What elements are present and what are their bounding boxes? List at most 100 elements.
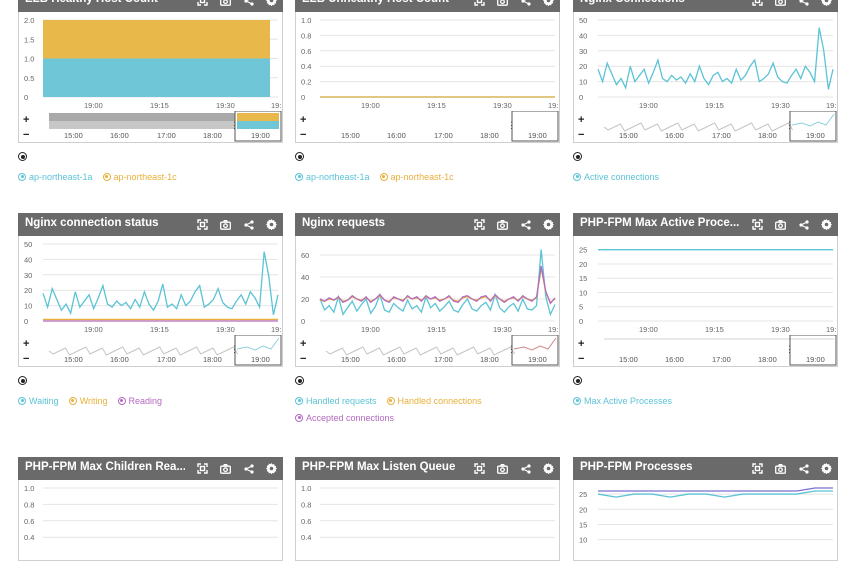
- navigator-selection-window[interactable]: [511, 110, 559, 142]
- reset-zoom-icon[interactable]: [18, 376, 27, 385]
- camera-button[interactable]: [214, 457, 237, 480]
- fullscreen-button[interactable]: [746, 457, 769, 480]
- zoom-in-button[interactable]: +: [300, 114, 306, 126]
- zoom-in-button[interactable]: +: [23, 114, 29, 126]
- share-button[interactable]: [792, 457, 815, 480]
- fullscreen-button[interactable]: [468, 213, 491, 236]
- camera-button[interactable]: [491, 457, 514, 480]
- chart-svg: 1.0 0.8 0.6 0.4: [24, 484, 278, 542]
- zoom-out-button[interactable]: −: [578, 129, 584, 141]
- camera-button[interactable]: [491, 213, 514, 236]
- share-button[interactable]: [792, 0, 815, 12]
- zoom-in-button[interactable]: +: [300, 338, 306, 350]
- y-tick-label: 0: [24, 317, 28, 326]
- y-tick-label: 1.0: [301, 484, 311, 493]
- camera-button[interactable]: [491, 0, 514, 12]
- gear-button[interactable]: [815, 0, 838, 12]
- legend-item[interactable]: Reading: [117, 396, 162, 406]
- legend-item[interactable]: Active connections: [573, 172, 659, 182]
- legend-item[interactable]: Accepted connections: [295, 413, 550, 423]
- fullscreen-button[interactable]: [468, 0, 491, 12]
- y-tick-label: 0: [301, 93, 305, 102]
- share-button[interactable]: [237, 213, 260, 236]
- legend-item[interactable]: ap-northeast-1a: [18, 172, 93, 182]
- gear-button[interactable]: [815, 457, 838, 480]
- gear-button[interactable]: [260, 0, 283, 12]
- share-button[interactable]: [514, 0, 537, 12]
- gear-button[interactable]: [260, 457, 283, 480]
- camera-button[interactable]: [769, 457, 792, 480]
- navigator-selection-window[interactable]: [789, 110, 837, 142]
- navigator-tick-label: 18:00: [758, 131, 777, 140]
- x-tick-label: 19:30: [216, 101, 235, 110]
- gear-button[interactable]: [815, 213, 838, 236]
- chart-area[interactable]: 60 40 20 0 19:00 19:15 19:30 19:: [295, 236, 560, 336]
- zoom-in-button[interactable]: +: [578, 338, 584, 350]
- legend-item[interactable]: ap-northeast-1c: [379, 172, 454, 182]
- chart-svg: 50 40 30 20 10 0 19:00 19:15 19:30 19:: [24, 240, 281, 334]
- x-tick-label: 19:15: [150, 101, 169, 110]
- legend-item[interactable]: Writing: [68, 396, 108, 406]
- navigator-tick-label: 15:00: [64, 131, 83, 140]
- fullscreen-button[interactable]: [191, 457, 214, 480]
- zoom-in-button[interactable]: +: [23, 338, 29, 350]
- y-tick-label: 50: [579, 16, 587, 25]
- y-tick-label: 10: [579, 288, 587, 297]
- camera-button[interactable]: [769, 0, 792, 12]
- gear-button[interactable]: [260, 213, 283, 236]
- zoom-out-button[interactable]: −: [23, 353, 29, 365]
- reset-zoom-icon[interactable]: [295, 152, 304, 161]
- share-button[interactable]: [792, 213, 815, 236]
- gear-button[interactable]: [537, 457, 560, 480]
- fullscreen-button[interactable]: [746, 213, 769, 236]
- camera-button[interactable]: [214, 0, 237, 12]
- fullscreen-button[interactable]: [468, 457, 491, 480]
- fullscreen-button[interactable]: [191, 213, 214, 236]
- camera-button[interactable]: [214, 213, 237, 236]
- chart-area[interactable]: 25 20 15 10 5 0 19:00 19:15 19:30 19:: [573, 236, 838, 336]
- reset-zoom-icon[interactable]: [573, 152, 582, 161]
- camera-button[interactable]: [769, 213, 792, 236]
- share-button[interactable]: [237, 457, 260, 480]
- reset-zoom-icon[interactable]: [573, 376, 582, 385]
- zoom-out-button[interactable]: −: [300, 129, 306, 141]
- share-button[interactable]: [514, 213, 537, 236]
- navigator-selection-window[interactable]: [789, 334, 837, 366]
- fullscreen-button[interactable]: [191, 0, 214, 12]
- gear-button[interactable]: [537, 0, 560, 12]
- zoom-out-button[interactable]: −: [300, 353, 306, 365]
- chart-area[interactable]: 25 20 15 10: [573, 480, 838, 561]
- y-tick-label: 0: [579, 93, 583, 102]
- chart-area[interactable]: 1.0 0.8 0.6 0.4: [295, 480, 560, 561]
- zoom-in-button[interactable]: +: [578, 114, 584, 126]
- legend-item[interactable]: Handled connections: [386, 396, 482, 406]
- legend-item[interactable]: Max Active Processes: [573, 396, 672, 406]
- navigator-selection-window[interactable]: [511, 334, 559, 366]
- reset-zoom-icon[interactable]: [18, 152, 27, 161]
- navigator-selection-window[interactable]: [234, 334, 282, 366]
- navigator-selection-window[interactable]: [234, 110, 282, 142]
- fullscreen-button[interactable]: [746, 0, 769, 12]
- legend-item[interactable]: Handled requests: [295, 396, 377, 406]
- legend-item[interactable]: Waiting: [18, 396, 59, 406]
- chart-area[interactable]: 2.0 1.5 1.0 0.5 0 19:00 19:15 19:30 19:: [18, 12, 283, 112]
- chart-area[interactable]: 1.0 0.8 0.6 0.4 0.2 0 19:00 19:15 19:30 19:: [295, 12, 560, 112]
- zoom-out-button[interactable]: −: [23, 129, 29, 141]
- chart-area[interactable]: 50 40 30 20 10 0 19:00 19:15 19:30 19:: [18, 236, 283, 336]
- legend-item[interactable]: ap-northeast-1a: [295, 172, 370, 182]
- zoom-out-button[interactable]: −: [578, 353, 584, 365]
- share-button[interactable]: [514, 457, 537, 480]
- chart-area[interactable]: 1.0 0.8 0.6 0.4: [18, 480, 283, 561]
- legend-item[interactable]: ap-northeast-1c: [102, 172, 177, 182]
- y-tick-label: 30: [579, 47, 587, 56]
- gear-button[interactable]: [537, 213, 560, 236]
- chart-area[interactable]: 50 40 30 20 10 0 19:00 19:15 19:30 19:: [573, 12, 838, 112]
- reset-zoom-icon[interactable]: [295, 376, 304, 385]
- share-button[interactable]: [237, 0, 260, 12]
